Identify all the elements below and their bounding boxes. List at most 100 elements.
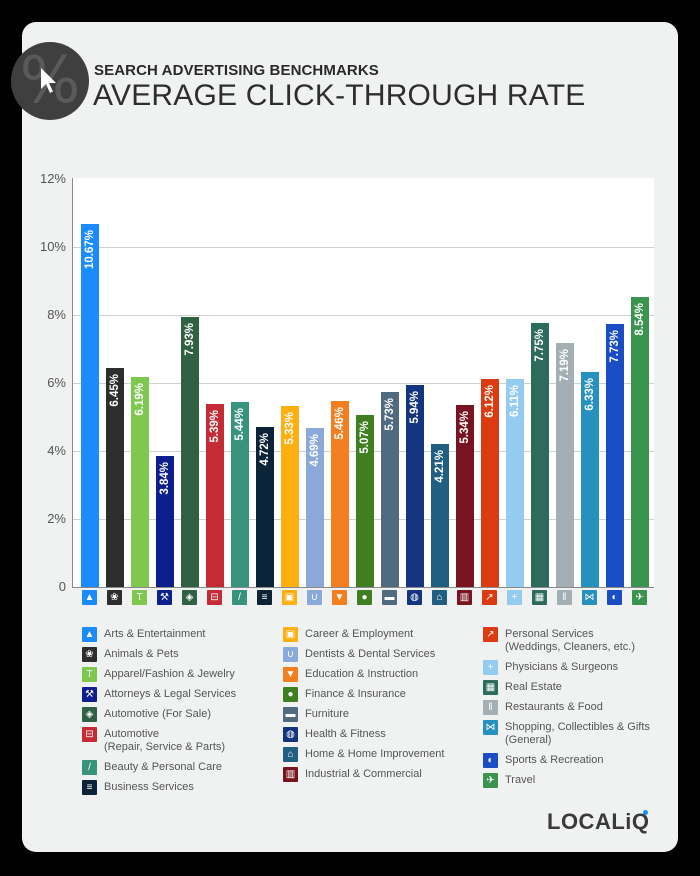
legend-item: ⊟ Automotive (Repair, Service & Parts) bbox=[82, 727, 236, 754]
legend-item: T Apparel/Fashion & Jewelry bbox=[82, 667, 236, 682]
bar[interactable]: 7.93% bbox=[181, 317, 199, 587]
bar[interactable]: 6.33% bbox=[581, 372, 599, 587]
bar[interactable]: 5.07% bbox=[356, 415, 374, 587]
gavel-icon: ⚒ bbox=[157, 590, 172, 605]
y-tick-label: 0 bbox=[58, 579, 66, 594]
bar[interactable]: 8.54% bbox=[631, 297, 649, 587]
legend-label: Home & Home Improvement bbox=[305, 748, 445, 760]
bar[interactable]: 5.34% bbox=[456, 405, 474, 587]
bar-value-label: 5.07% bbox=[359, 421, 371, 454]
legend-label: Physicians & Surgeons bbox=[505, 661, 619, 673]
paw-icon: ❀ bbox=[107, 590, 122, 605]
chart-subtitle: SEARCH ADVERTISING BENCHMARKS bbox=[94, 62, 379, 79]
legend-item: + Physicians & Surgeons bbox=[483, 660, 650, 675]
legend-label: Career & Employment bbox=[305, 628, 414, 640]
bar[interactable]: 5.94% bbox=[406, 385, 424, 587]
bar[interactable]: 4.21% bbox=[431, 444, 449, 587]
bar[interactable]: 5.73% bbox=[381, 392, 399, 587]
chart-title: AVERAGE CLICK-THROUGH RATE bbox=[93, 79, 586, 112]
legend-item: ▼ Education & Instruction bbox=[283, 667, 444, 682]
tag-icon: ◈ bbox=[182, 590, 197, 605]
legend-item: ● Finance & Insurance bbox=[283, 687, 444, 702]
cursor-icon bbox=[41, 68, 56, 93]
legend-column: ▲ Arts & Entertainment ❀ Animals & Pets T App… bbox=[82, 627, 236, 801]
brush-icon: / bbox=[232, 590, 247, 605]
bar-value-label: 8.54% bbox=[634, 303, 646, 336]
legend-item: ❀ Animals & Pets bbox=[82, 647, 236, 662]
legend-label: Finance & Insurance bbox=[305, 688, 406, 700]
legend-item: ◈ Automotive (For Sale) bbox=[82, 707, 236, 722]
bar[interactable]: 3.84% bbox=[156, 456, 174, 587]
legend-label: Furniture bbox=[305, 708, 350, 720]
bar[interactable]: 7.75% bbox=[531, 323, 549, 587]
bar-value-label: 6.45% bbox=[109, 374, 121, 407]
bar-value-label: 4.69% bbox=[309, 434, 321, 467]
bar-value-label: 5.34% bbox=[459, 411, 471, 444]
legend-label: Restaurants & Food bbox=[505, 701, 603, 713]
y-tick-label: 6% bbox=[47, 375, 66, 390]
bar[interactable]: 6.45% bbox=[106, 368, 124, 587]
bar[interactable]: 6.12% bbox=[481, 379, 499, 587]
y-tick-label: 4% bbox=[47, 443, 66, 458]
house-icon: ⌂ bbox=[432, 590, 447, 605]
gridline bbox=[73, 383, 654, 384]
bar-value-label: 7.93% bbox=[184, 323, 196, 356]
armchair-icon: ▬ bbox=[283, 707, 298, 722]
legend-column: ▣ Career & Employment ∪ Dentists & Dental S… bbox=[283, 627, 445, 788]
bar[interactable]: 5.33% bbox=[281, 406, 299, 587]
legend-label: Automotive (For Sale) bbox=[104, 708, 211, 720]
legend-item: ↗ Personal Services (Weddings, Cleaners, e… bbox=[483, 627, 650, 654]
legend-item: ∪ Dentists & Dental Services bbox=[283, 647, 444, 662]
plane-icon: ✈ bbox=[632, 590, 647, 605]
gridline bbox=[73, 247, 654, 248]
x-axis bbox=[72, 587, 654, 588]
legend-item: ≡ Business Services bbox=[82, 780, 236, 795]
bar[interactable]: 4.69% bbox=[306, 428, 324, 587]
hand-service-icon: ↗ bbox=[483, 627, 498, 642]
car-icon: ⊟ bbox=[82, 727, 97, 742]
legend-label: Shopping, Collectibles & Gifts bbox=[505, 721, 650, 733]
tshirt-icon: T bbox=[132, 590, 147, 605]
bar-value-label: 4.21% bbox=[434, 450, 446, 483]
tooth-icon: ∪ bbox=[307, 590, 322, 605]
brush-icon: / bbox=[82, 760, 97, 775]
y-tick-label: 12% bbox=[39, 171, 66, 186]
legend-label-sub: (General) bbox=[505, 734, 552, 746]
legend-label: Automotive bbox=[104, 728, 160, 740]
bar[interactable]: 5.44% bbox=[231, 402, 249, 587]
bar[interactable]: 6.19% bbox=[131, 377, 149, 587]
bar[interactable]: 10.67% bbox=[81, 224, 99, 587]
bar-value-label: 5.73% bbox=[384, 398, 396, 431]
bow-icon: ⋈ bbox=[582, 590, 597, 605]
legend-label: Apparel/Fashion & Jewelry bbox=[104, 668, 235, 680]
bar[interactable]: 7.73% bbox=[606, 324, 624, 587]
bar[interactable]: 5.46% bbox=[331, 401, 349, 587]
house-icon: ⌂ bbox=[283, 747, 298, 762]
legend-label: Beauty & Personal Care bbox=[104, 761, 223, 773]
bar-value-label: 7.75% bbox=[534, 329, 546, 362]
bar-value-label: 5.44% bbox=[234, 408, 246, 441]
image-icon: ▲ bbox=[82, 590, 97, 605]
legend-label: Industrial & Commercial bbox=[305, 768, 422, 780]
factory-icon: ▥ bbox=[283, 767, 298, 782]
bar-value-label: 5.33% bbox=[284, 412, 296, 445]
graduation-cap-icon: ▼ bbox=[332, 590, 347, 605]
gavel-icon: ⚒ bbox=[82, 687, 97, 702]
bar[interactable]: 6.11% bbox=[506, 379, 524, 587]
hand-service-icon: ↗ bbox=[482, 590, 497, 605]
legend-label: Animals & Pets bbox=[104, 648, 179, 660]
image-icon: ▲ bbox=[82, 627, 97, 642]
gridline bbox=[73, 315, 654, 316]
percent-cursor-badge: % bbox=[11, 42, 89, 120]
legend-item: ▲ Arts & Entertainment bbox=[82, 627, 236, 642]
logo-dot bbox=[643, 810, 648, 815]
legend-label: Travel bbox=[505, 774, 536, 786]
bar-value-label: 5.39% bbox=[209, 410, 221, 443]
newspaper-icon: ≡ bbox=[257, 590, 272, 605]
bar[interactable]: 5.39% bbox=[206, 404, 224, 587]
bar-value-label: 7.73% bbox=[609, 330, 621, 363]
bar[interactable]: 4.72% bbox=[256, 427, 274, 587]
briefcase-icon: ▣ bbox=[282, 590, 297, 605]
localiq-logo: LOCALiQ bbox=[547, 809, 650, 835]
bar[interactable]: 7.19% bbox=[556, 343, 574, 587]
